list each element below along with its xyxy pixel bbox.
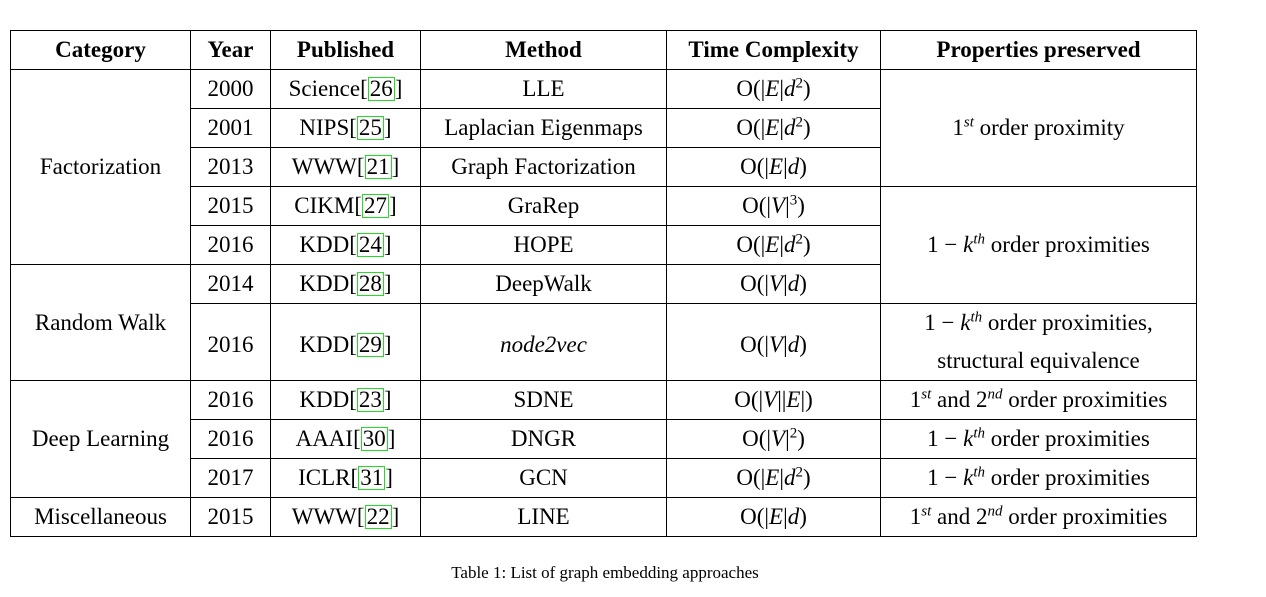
method-cell: LLE	[420, 69, 667, 109]
header-row: Category Year Published Method Time Comp…	[10, 30, 1197, 70]
method-cell: GCN	[420, 458, 667, 498]
method-cell: SDNE	[420, 380, 667, 420]
method-cell: DeepWalk	[420, 264, 667, 304]
year-cell: 2001	[190, 108, 271, 148]
citation-link[interactable]: 23	[356, 387, 384, 412]
properties-cell: 1 − kth order proximities, structural equ…	[880, 303, 1197, 381]
table-row: Miscellaneous 2015 WWW[22] LINE O(|E|d) …	[10, 497, 1197, 537]
header-published: Published	[270, 30, 421, 70]
year-cell: 2016	[190, 303, 271, 381]
graph-embedding-table: Category Year Published Method Time Comp…	[10, 30, 1197, 537]
citation-link[interactable]: 28	[356, 271, 384, 296]
method-cell: LINE	[420, 497, 667, 537]
complexity-cell: O(|E|d2)	[666, 108, 881, 148]
method-cell: node2vec	[420, 303, 667, 381]
properties-cell: 1st and 2nd order proximities	[880, 497, 1197, 537]
complexity-cell: O(|V|2)	[666, 419, 881, 459]
citation-link[interactable]: 27	[362, 193, 390, 218]
category-cell: Factorization	[10, 69, 191, 265]
complexity-cell: O(|V|d)	[666, 303, 881, 381]
year-cell: 2015	[190, 497, 271, 537]
properties-cell: 1st and 2nd order proximities	[880, 380, 1197, 420]
citation-link[interactable]: 25	[356, 115, 384, 140]
header-method: Method	[420, 30, 667, 70]
venue-name: KDD	[299, 232, 350, 257]
venue-name: KDD	[299, 271, 350, 296]
venue-name: NIPS	[299, 115, 350, 140]
venue-name: WWW	[291, 504, 357, 529]
venue-cell: KDD[23]	[270, 380, 421, 420]
citation-link[interactable]: 22	[364, 504, 392, 529]
table-caption: Table 1: List of graph embedding approac…	[451, 563, 759, 582]
year-cell: 2013	[190, 147, 271, 187]
citation-link[interactable]: 30	[360, 426, 388, 451]
venue-name: KDD	[299, 332, 350, 357]
header-properties: Properties preserved	[880, 30, 1197, 70]
category-cell: Random Walk	[10, 264, 191, 381]
venue-cell: WWW[21]	[270, 147, 421, 187]
year-cell: 2017	[190, 458, 271, 498]
venue-name: Science	[288, 76, 361, 101]
complexity-cell: O(|E|d2)	[666, 69, 881, 109]
method-cell: Laplacian Eigenmaps	[420, 108, 667, 148]
venue-cell: NIPS[25]	[270, 108, 421, 148]
complexity-cell: O(|V|3)	[666, 186, 881, 226]
properties-cell: 1 − kth order proximities	[880, 419, 1197, 459]
method-cell: DNGR	[420, 419, 667, 459]
table-row: 2001 NIPS[25] Laplacian Eigenmaps O(|E|d…	[11, 108, 1197, 148]
header-time-complexity: Time Complexity	[666, 30, 881, 70]
method-cell: GraRep	[420, 186, 667, 226]
table-row: Factorization 2000 Science[26] LLE O(|E|…	[10, 69, 1197, 265]
citation-link[interactable]: 24	[356, 232, 384, 257]
year-cell: 2000	[190, 69, 271, 109]
category-cell: Miscellaneous	[10, 497, 191, 537]
year-cell: 2014	[190, 264, 271, 304]
year-cell: 2015	[190, 186, 271, 226]
year-cell: 2016	[190, 380, 271, 420]
venue-cell: KDD[29]	[270, 303, 421, 381]
venue-cell: KDD[24]	[270, 225, 421, 265]
complexity-cell: O(|V||E|)	[666, 380, 881, 420]
complexity-cell: O(|E|d2)	[666, 458, 881, 498]
venue-name: AAAI	[295, 426, 354, 451]
complexity-cell: O(|E|d)	[666, 147, 881, 187]
venue-cell: Science[26]	[270, 69, 421, 109]
venue-name: WWW	[291, 154, 357, 179]
citation-link[interactable]: 21	[364, 154, 392, 179]
venue-cell: ICLR[31]	[270, 458, 421, 498]
complexity-cell: O(|V|d)	[666, 264, 881, 304]
year-cell: 2016	[190, 225, 271, 265]
category-cell: Deep Learning	[10, 380, 191, 498]
table-row: Deep Learning 2016 KDD[23] SDNE O(|V||E|…	[10, 380, 1197, 498]
venue-cell: AAAI[30]	[270, 419, 421, 459]
complexity-cell: O(|E|d)	[666, 497, 881, 537]
properties-cell: 1 − kth order proximities	[880, 186, 1197, 304]
method-cell: Graph Factorization	[420, 147, 667, 187]
venue-cell: KDD[28]	[270, 264, 421, 304]
properties-line-2: structural equivalence	[937, 348, 1140, 373]
venue-name: KDD	[299, 387, 350, 412]
venue-name: ICLR	[298, 465, 351, 490]
method-cell: HOPE	[420, 225, 667, 265]
citation-link[interactable]: 31	[358, 465, 386, 490]
citation-link[interactable]: 29	[356, 332, 384, 357]
table-row: 2016 KDD[29] node2vec O(|V|d) 1 − kth or…	[11, 303, 1197, 381]
header-year: Year	[190, 30, 271, 70]
citation-link[interactable]: 26	[367, 76, 395, 101]
properties-cell: 1 − kth order proximities	[880, 458, 1197, 498]
complexity-cell: O(|E|d2)	[666, 225, 881, 265]
venue-cell: WWW[22]	[270, 497, 421, 537]
header-category: Category	[10, 30, 191, 70]
table-row: 2015 CIKM[27] GraRep O(|V|3) 1 − kth ord…	[11, 186, 1197, 304]
properties-cell: 1st order proximity	[880, 69, 1197, 187]
venue-name: CIKM	[294, 193, 355, 218]
year-cell: 2016	[190, 419, 271, 459]
table-row: Random Walk 2014 KDD[28] DeepWalk O(|V|d…	[10, 264, 1197, 381]
table-row: 2013 WWW[21] Graph Factorization O(|E|d)	[11, 147, 1197, 187]
venue-cell: CIKM[27]	[270, 186, 421, 226]
